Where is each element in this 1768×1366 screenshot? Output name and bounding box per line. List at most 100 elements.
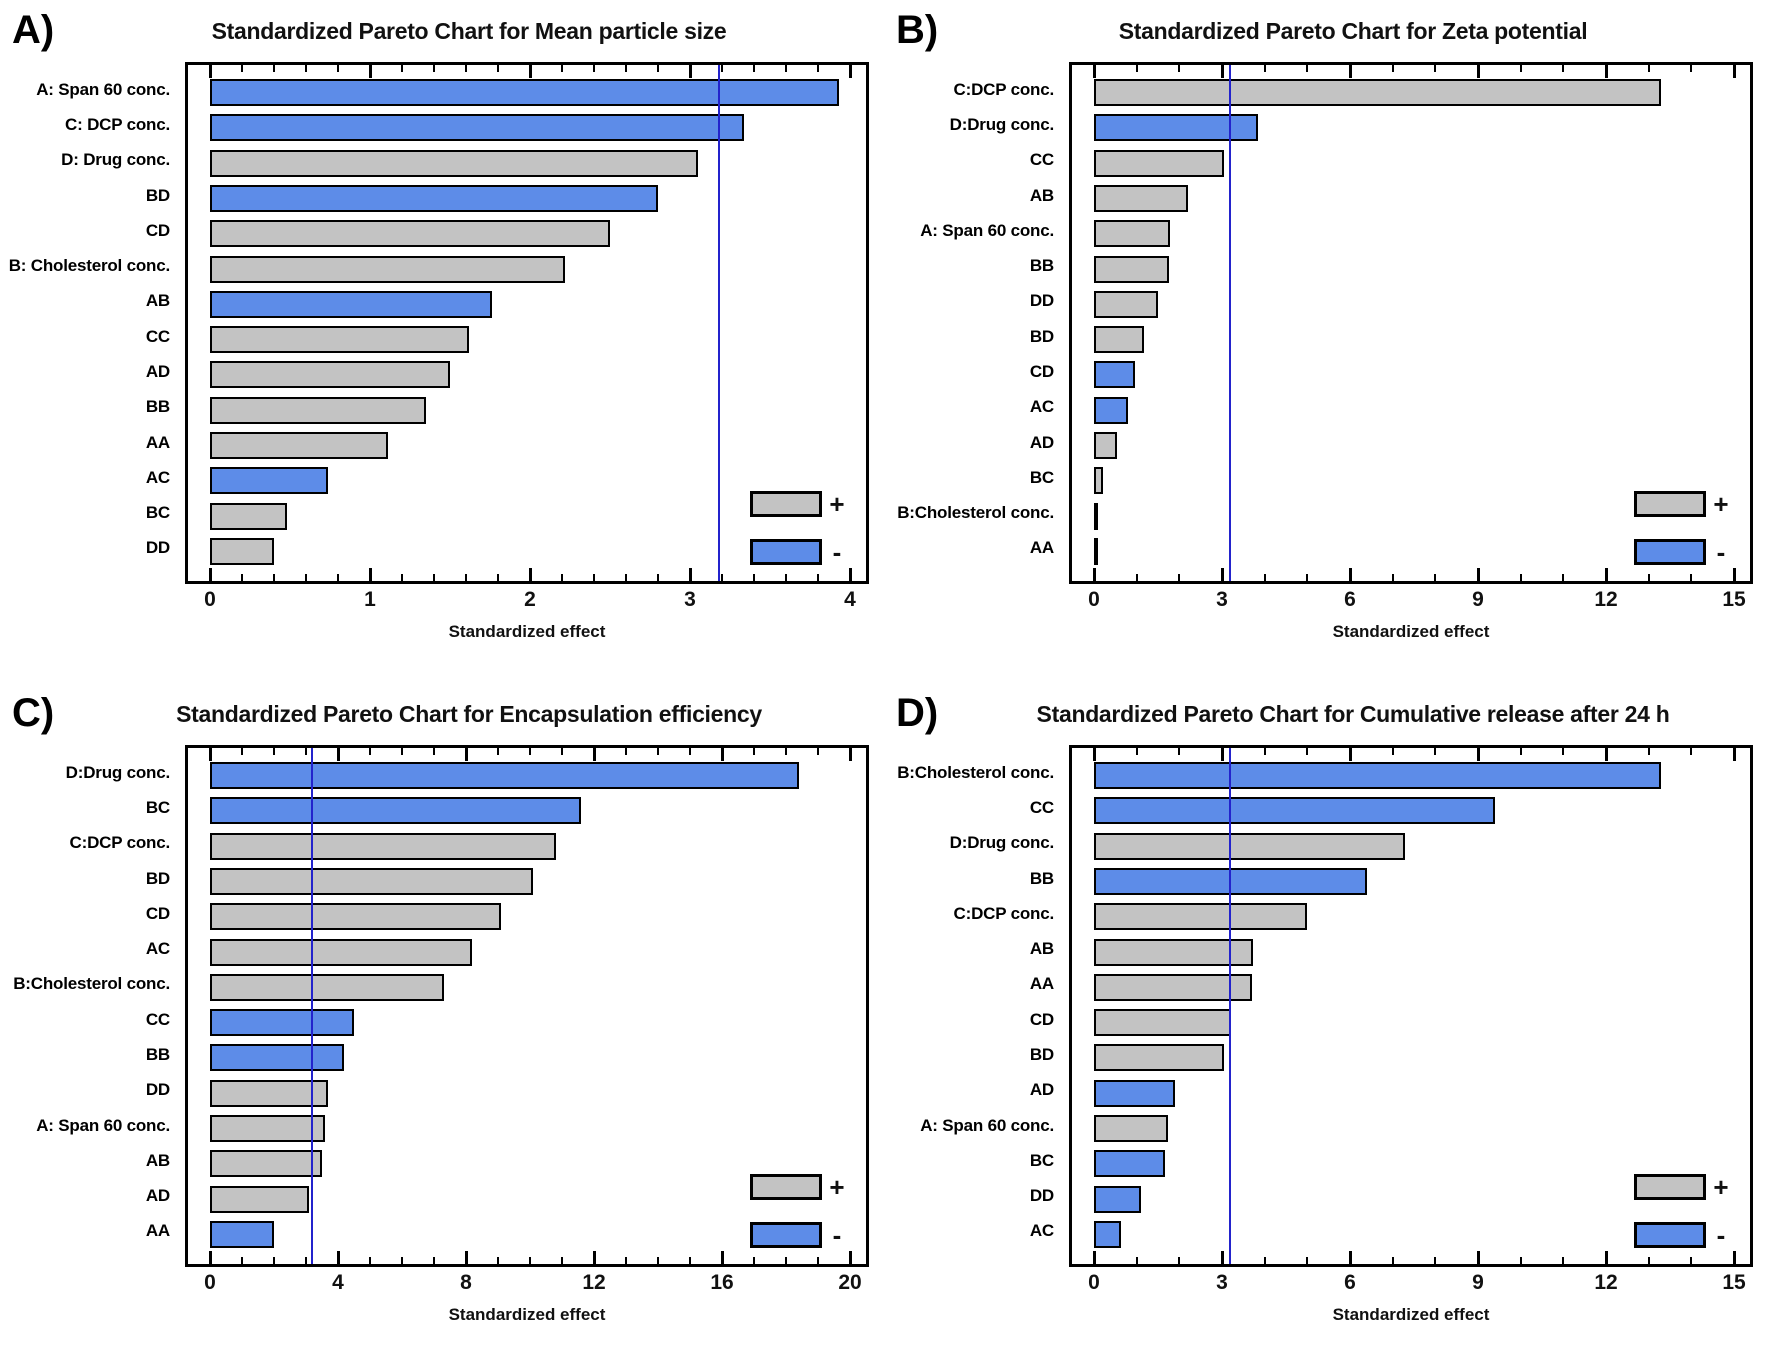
minor-tick	[1562, 1257, 1565, 1264]
minor-tick	[273, 65, 275, 72]
bar-cc	[210, 1009, 354, 1037]
panel-letter-D: D)	[896, 691, 939, 735]
bar-b-cholesterol-conc-	[1094, 502, 1098, 530]
minor-tick	[1178, 1257, 1181, 1264]
factor-label: AC	[1029, 397, 1054, 417]
bar-bd	[210, 185, 658, 212]
minor-tick	[817, 574, 819, 581]
factor-label: AB	[145, 1150, 170, 1170]
minor-tick	[305, 65, 307, 72]
x-tick-label: 4	[844, 588, 856, 611]
minor-tick	[1391, 748, 1394, 755]
legend-positive-row: +	[750, 491, 852, 517]
x-tick-label: 1	[364, 588, 376, 611]
plot-area-D: + -	[1069, 745, 1753, 1267]
factor-label: CD	[145, 903, 170, 923]
x-tick-labels-A: 0 1 2 3 4	[185, 588, 869, 618]
factor-label: CD	[1029, 361, 1054, 381]
bar-ad	[210, 1185, 310, 1213]
x-tick-label: 8	[460, 1271, 472, 1294]
minor-tick	[1562, 748, 1565, 755]
factor-label: AB	[145, 291, 170, 311]
factor-label: AA	[145, 1221, 170, 1241]
x-tick-label: 2	[524, 588, 536, 611]
factor-label: BC	[145, 503, 170, 523]
minor-tick	[593, 574, 595, 581]
legend-positive-swatch	[750, 1174, 822, 1200]
bar-ac	[1094, 396, 1128, 424]
bar-dd	[1094, 1185, 1141, 1213]
factor-label: CC	[1029, 150, 1054, 170]
x-tick-label: 12	[1594, 1271, 1618, 1294]
major-tick	[721, 1251, 724, 1264]
minor-tick	[497, 1257, 499, 1264]
bar-bb	[1094, 255, 1169, 283]
factor-label: C:DCP conc.	[953, 79, 1055, 99]
factor-label: BD	[1029, 326, 1054, 346]
major-tick	[689, 65, 692, 78]
factor-label: BB	[1029, 256, 1054, 276]
panel-letter-A: A)	[12, 8, 55, 52]
minor-tick	[753, 65, 755, 72]
legend-plus-label: +	[829, 1172, 845, 1202]
bar-b-cholesterol-conc-	[210, 973, 444, 1001]
minor-tick	[433, 65, 435, 72]
minor-tick	[785, 574, 787, 581]
factor-label: C: DCP conc.	[65, 114, 170, 134]
legend-negative-row: -	[750, 539, 852, 565]
factor-label: B:Cholesterol conc.	[897, 762, 1054, 782]
bar-cc	[1094, 797, 1496, 825]
factor-label: C:DCP conc.	[69, 833, 171, 853]
major-tick	[209, 1251, 212, 1264]
x-tick-labels-B: 0 3 6 9 12 15	[1069, 588, 1753, 618]
factor-label: BD	[1029, 1044, 1054, 1064]
minor-tick	[1690, 748, 1693, 755]
major-tick	[1733, 65, 1736, 78]
major-tick	[1093, 568, 1096, 581]
major-tick	[1477, 748, 1480, 761]
factor-label: A: Span 60 conc.	[920, 220, 1054, 240]
bar-bc	[1094, 467, 1103, 495]
chart-title-C: Standardized Pareto Chart for Encapsulat…	[176, 701, 762, 727]
bar-a-span-60-conc-	[1094, 220, 1170, 248]
x-axis-title-B: Standardized effect	[1332, 622, 1490, 641]
minor-tick	[1263, 1257, 1266, 1264]
legend-plus-label: +	[829, 489, 845, 519]
bar-b-cholesterol-conc-	[1094, 762, 1662, 790]
bar-bc	[210, 797, 582, 825]
legend-minus-label: -	[832, 537, 842, 567]
minor-tick	[497, 65, 499, 72]
pareto-panel-A: A) Standardized Pareto Chart for Mean par…	[0, 0, 884, 683]
minor-tick	[1519, 574, 1522, 581]
minor-tick	[1135, 1257, 1138, 1264]
bar-d-drug-conc-	[1094, 114, 1259, 142]
factor-label: AD	[145, 1186, 170, 1206]
major-tick	[1733, 748, 1736, 761]
major-tick	[849, 568, 852, 581]
major-tick	[1349, 65, 1352, 78]
chart-title-A: Standardized Pareto Chart for Mean parti…	[211, 18, 727, 44]
x-tick-label: 12	[1594, 588, 1618, 611]
major-tick	[689, 568, 692, 581]
bar-d-drug-conc-	[1094, 832, 1406, 860]
y-axis-labels-C: D:Drug conc. BC C:DCP conc. BD CD AC B:Cholest…	[0, 745, 178, 1261]
plot-area-B: + -	[1069, 62, 1753, 584]
legend-D: + -	[1634, 1152, 1736, 1248]
x-tick-label: 6	[1344, 588, 1356, 611]
bar-bb	[210, 1044, 345, 1072]
minor-tick	[1306, 748, 1309, 755]
major-tick	[721, 748, 724, 761]
minor-tick	[721, 65, 723, 72]
bar-cd	[210, 903, 502, 931]
minor-tick	[529, 1257, 531, 1264]
x-tick-label: 9	[1472, 588, 1484, 611]
major-tick	[209, 568, 212, 581]
x-tick-label: 6	[1344, 1271, 1356, 1294]
x-tick-label: 3	[1216, 588, 1228, 611]
major-tick	[465, 748, 468, 761]
minor-tick	[1647, 574, 1650, 581]
minor-tick	[337, 574, 339, 581]
minor-tick	[241, 574, 243, 581]
legend-negative-swatch	[1634, 539, 1706, 565]
minor-tick	[1690, 574, 1693, 581]
